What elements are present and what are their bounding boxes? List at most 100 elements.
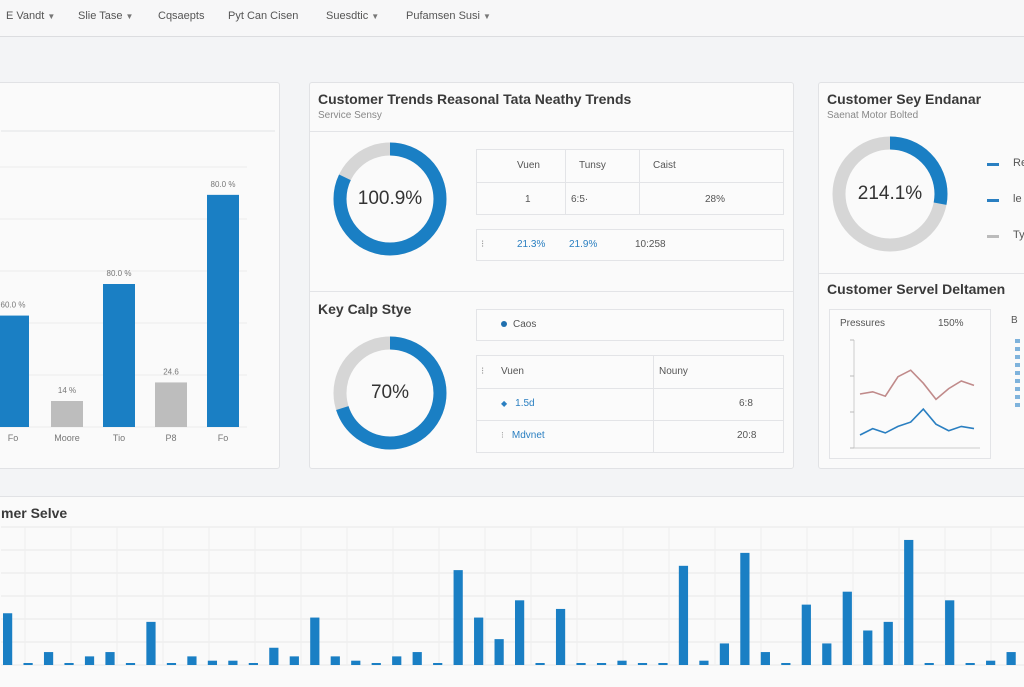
bar — [474, 617, 484, 665]
menu-item-5[interactable]: Suesdtic ▼ — [326, 10, 379, 22]
divider — [310, 291, 793, 292]
bar-value-label: 80.0 % — [211, 180, 236, 189]
bar — [740, 552, 750, 665]
right-panel: Customer Sey Endanar Saenat Motor Bolted… — [818, 82, 1024, 469]
table2-cell: Mdvnet — [511, 430, 545, 441]
left-bar-chart-panel: 60.0 % Fo 14 % Moore 80.0 % Tio 24.6 P8 80.0 % Fo — [0, 82, 280, 469]
menu-item-1[interactable]: E Vandt ▼ — [6, 10, 55, 22]
menu-item-label: E Vandt — [6, 10, 45, 22]
bar — [617, 660, 627, 665]
category-label: Fo — [8, 433, 19, 443]
row-marker: ⁝ — [481, 366, 485, 377]
section-title: Key Calp Stye — [318, 301, 412, 317]
table1-cell: 1 — [525, 194, 531, 205]
bar-value-label: 80.0 % — [107, 269, 132, 278]
summary-table-1-row: ⁝ 21.3% 21.9% 10:258 — [476, 229, 784, 261]
side-label: B — [1011, 315, 1018, 326]
bar — [658, 663, 668, 665]
diamond-icon: ◆ — [501, 399, 508, 408]
bar — [103, 284, 135, 427]
bar — [801, 604, 811, 665]
row-marker: ⁝ — [481, 239, 485, 250]
bar — [576, 663, 586, 665]
table2-cell: 1.5d — [515, 398, 535, 409]
bar — [822, 643, 832, 665]
line-series — [859, 407, 975, 436]
bar — [965, 663, 975, 665]
bar — [23, 663, 33, 665]
donut-ring — [333, 142, 447, 256]
bar — [904, 539, 914, 665]
bar — [1006, 652, 1016, 665]
donut-chart-2: 70% — [330, 333, 450, 453]
col-divider — [639, 150, 640, 214]
line-chart-header-value: 150% — [938, 318, 964, 329]
table1-header-3: Caist — [653, 160, 676, 171]
menu-item-label: Suesdtic — [326, 10, 369, 22]
details-table-2: ⁝ Vuen Nouny ◆ 1.5d 6:8 ⁝ Mdvnet 20:8 — [476, 355, 784, 453]
trends-title: Customer Trends Reasonal Tata Neathy Tre… — [318, 91, 632, 107]
menu-item-3[interactable]: Cqsaepts — [158, 10, 204, 22]
bar — [515, 600, 525, 665]
legend-label: Caos — [513, 319, 537, 330]
menu-item-4[interactable]: Pyt Can Cisen — [228, 10, 298, 22]
line-chart-header: Pressures — [840, 318, 886, 329]
table1-cell: 21.3% — [517, 239, 546, 250]
row-divider — [477, 420, 783, 421]
right-panel-title: Customer Sey Endanar — [827, 91, 982, 107]
legend-box: Caos — [476, 309, 784, 341]
legend-dot-icon — [501, 321, 507, 328]
bar — [330, 656, 340, 665]
bar — [781, 663, 791, 665]
legend-label: Re — [1013, 157, 1024, 169]
side-mini-bars — [1015, 339, 1020, 407]
right-panel-subtitle: Saenat Motor Bolted — [827, 110, 919, 121]
menu-item-6[interactable]: Pufamsen Susi ▼ — [406, 10, 491, 22]
bar — [43, 652, 54, 665]
row-divider — [477, 182, 783, 183]
bar — [289, 656, 299, 665]
bar — [105, 652, 115, 665]
menu-item-2[interactable]: Slie Tase ▼ — [78, 10, 133, 22]
bar — [883, 621, 893, 665]
legend-item: Caos — [501, 319, 536, 330]
line-chart — [850, 339, 980, 449]
bar — [310, 617, 320, 665]
bar — [187, 656, 197, 665]
bar — [699, 660, 709, 665]
bottom-chart-panel: mer Selve — [0, 496, 1024, 687]
bar — [863, 630, 873, 665]
trends-subtitle: Service Sensy — [318, 110, 382, 121]
col-divider — [565, 150, 566, 214]
bar — [842, 591, 852, 665]
bar — [155, 382, 187, 427]
table2-row-label: ◆ 1.5d — [501, 398, 535, 409]
table1-cell: 10:258 — [635, 239, 666, 250]
line-series — [859, 369, 975, 401]
bar — [228, 660, 238, 665]
divider — [819, 273, 1024, 274]
bar — [166, 663, 177, 665]
legend-label: le — [1013, 193, 1022, 205]
caret-down-icon: ▼ — [125, 12, 134, 21]
top-menu-bar: E Vandt ▼ Slie Tase ▼ Cqsaepts Pyt Can Cis… — [0, 0, 1024, 37]
donut-arc — [832, 136, 948, 252]
bar — [351, 660, 361, 665]
bottom-bar-chart — [1, 526, 1024, 666]
table1-header-1: Vuen — [517, 160, 540, 171]
caret-down-icon: ▼ — [371, 12, 380, 21]
bar — [637, 663, 648, 665]
legend-swatch — [987, 199, 999, 202]
section-title: Customer Servel Deltamen — [827, 281, 1006, 297]
table1-header-2: Tunsy — [579, 160, 606, 171]
divider — [310, 131, 793, 132]
category-label: P8 — [165, 433, 176, 443]
bar — [146, 621, 156, 665]
table1-cell: 28% — [705, 194, 726, 205]
col-divider — [653, 356, 654, 452]
bottom-panel-title: mer Selve — [1, 505, 68, 521]
donut-ring — [832, 136, 948, 252]
bar — [596, 663, 607, 665]
table1-cell: 6:5· — [571, 194, 589, 205]
row-divider — [477, 388, 783, 389]
